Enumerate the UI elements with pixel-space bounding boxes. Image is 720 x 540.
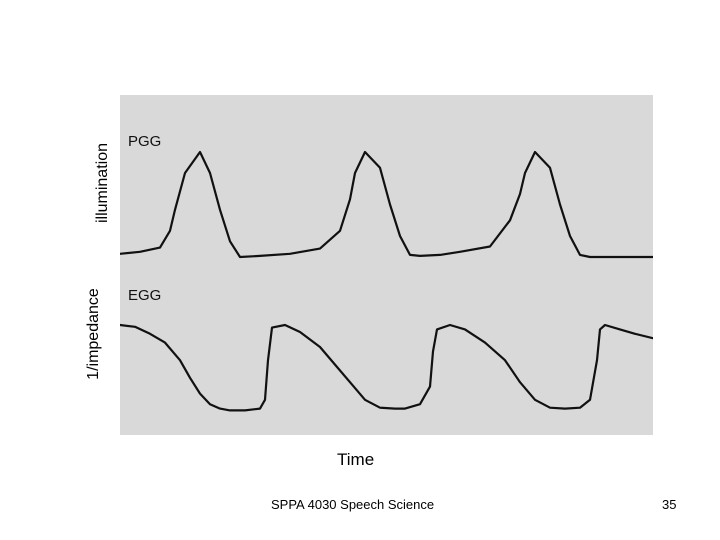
- y-axis-label-impedance: 1/impedance: [85, 288, 102, 380]
- y-axis-label-illumination: illumination: [94, 142, 111, 224]
- egg-waveform-line: [120, 323, 653, 412]
- pgg-waveform-line: [120, 150, 653, 259]
- waveform-plot: [120, 150, 653, 412]
- plot-area: PGG EGG: [120, 95, 653, 435]
- x-axis-label: Time: [337, 450, 375, 469]
- trace-label-pgg: PGG: [128, 133, 162, 150]
- footer-course-title: SPPA 4030 Speech Science: [271, 497, 435, 512]
- slide-number: 35: [662, 497, 677, 512]
- trace-label-egg: EGG: [128, 287, 162, 304]
